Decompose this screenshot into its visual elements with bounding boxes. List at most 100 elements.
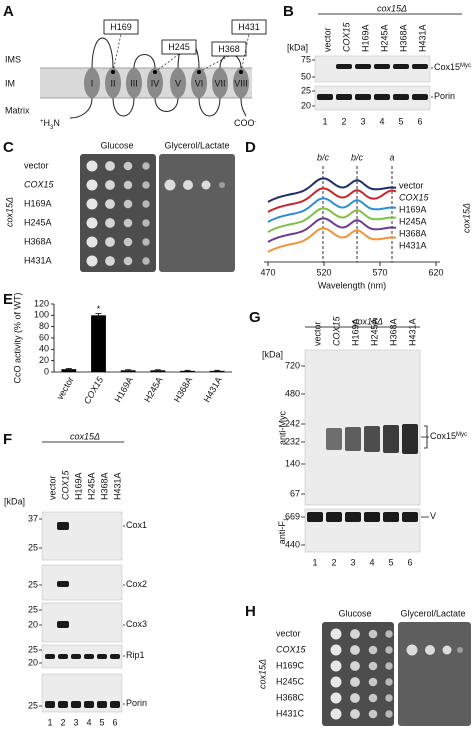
blot [41,511,123,561]
x-tick-label: H431A [202,375,224,404]
marker-label: 67 [290,488,300,498]
loop [133,54,156,69]
colony [330,660,342,672]
marker-label: 25 [28,700,38,710]
legend-label: H169A [399,204,427,214]
x-tick-label: 620 [428,267,443,277]
colony [183,180,193,190]
helix [212,68,228,98]
blot-label-part: Myc [460,63,471,69]
residue-box [161,39,197,55]
blot-label-part: Cox3 [126,619,147,629]
x-tick-label: vector [55,375,76,401]
blot [314,55,431,83]
blot-label-part: Cox15 [430,431,456,441]
strain-label: cox15Δ [4,197,14,227]
colony [385,646,393,654]
band [326,512,342,522]
lane-label: H431A [112,472,122,500]
bar [180,370,195,372]
colony [385,710,393,718]
band [355,64,371,69]
y-tick-label: 80 [39,321,49,331]
strain-row: H169C [276,660,305,670]
panel-letter: C [3,139,14,156]
band [110,701,120,708]
colony [385,630,393,638]
colony [105,237,115,247]
band [364,512,380,522]
band [45,654,55,659]
panel-letter: F [3,431,12,448]
lane-number: 5 [398,116,403,126]
blot-label: Cox3 [126,619,147,629]
spectrum [267,227,397,253]
colony [350,629,360,639]
blot-label: Porin [434,91,455,101]
legend-label: H245A [399,216,427,226]
marker-label: 75 [301,54,311,64]
x-tick-label: 470 [260,267,275,277]
band [412,64,428,69]
helix-label: IV [151,78,160,88]
y-tick-label: 20 [39,355,49,365]
blot-label-part: Cox1 [126,520,147,530]
blot-label: Cox2 [126,579,147,589]
bar [61,369,77,372]
colony [350,709,360,719]
lane-label: vector [47,475,57,500]
colony [164,179,176,191]
blot-label-part: Myc [456,432,467,438]
peak-label: b/c [317,152,330,162]
helix-label: V [175,78,181,88]
helix [233,68,249,98]
y-tick-label: 60 [39,332,49,342]
colony [330,676,342,688]
lane-label: H431A [407,318,417,346]
x-tick-label: COX15 [82,374,106,405]
blot [41,644,123,669]
strain-row: H368A [24,236,52,246]
lane-number: 1 [312,557,317,567]
colony [368,677,378,687]
helix-label: III [130,78,138,88]
strain-row: H245A [24,217,52,227]
colony [368,693,378,703]
lane-label: vector [312,321,322,346]
n-terminus-part: + [40,119,44,125]
panel-letter: B [283,3,294,20]
lane-number: 4 [369,557,374,567]
strain-row: H245C [276,676,305,686]
band [57,522,69,530]
band [364,426,380,452]
lane-number: 6 [407,557,412,567]
helix-label: VII [214,78,225,88]
colony [385,662,393,670]
blot-label-part: V [430,511,436,521]
helix [84,68,100,98]
colony [123,237,133,247]
blot-label: Cox15Myc [430,431,467,441]
helix [105,68,121,98]
strain-header: cox15Δ [70,431,100,441]
band [71,701,81,708]
band [402,512,418,522]
panel-letter: A [3,3,14,20]
y-axis-label: CcO activity (% of WT) [12,292,22,383]
lane-number: 2 [341,116,346,126]
helix [126,68,142,98]
strain-row: COX15 [276,644,307,654]
annotation: * [97,304,101,314]
band [58,701,68,708]
lane-label: COX15 [331,315,341,346]
band [84,701,94,708]
colony [105,161,115,171]
marker-label: 720 [285,360,300,370]
colony [123,180,133,190]
band [45,701,55,708]
bar [91,315,106,372]
strain-label: cox15Δ [257,659,267,689]
lane-label: H169A [73,472,83,500]
panel-letter: G [249,309,261,326]
marker-label: 37 [28,513,38,523]
